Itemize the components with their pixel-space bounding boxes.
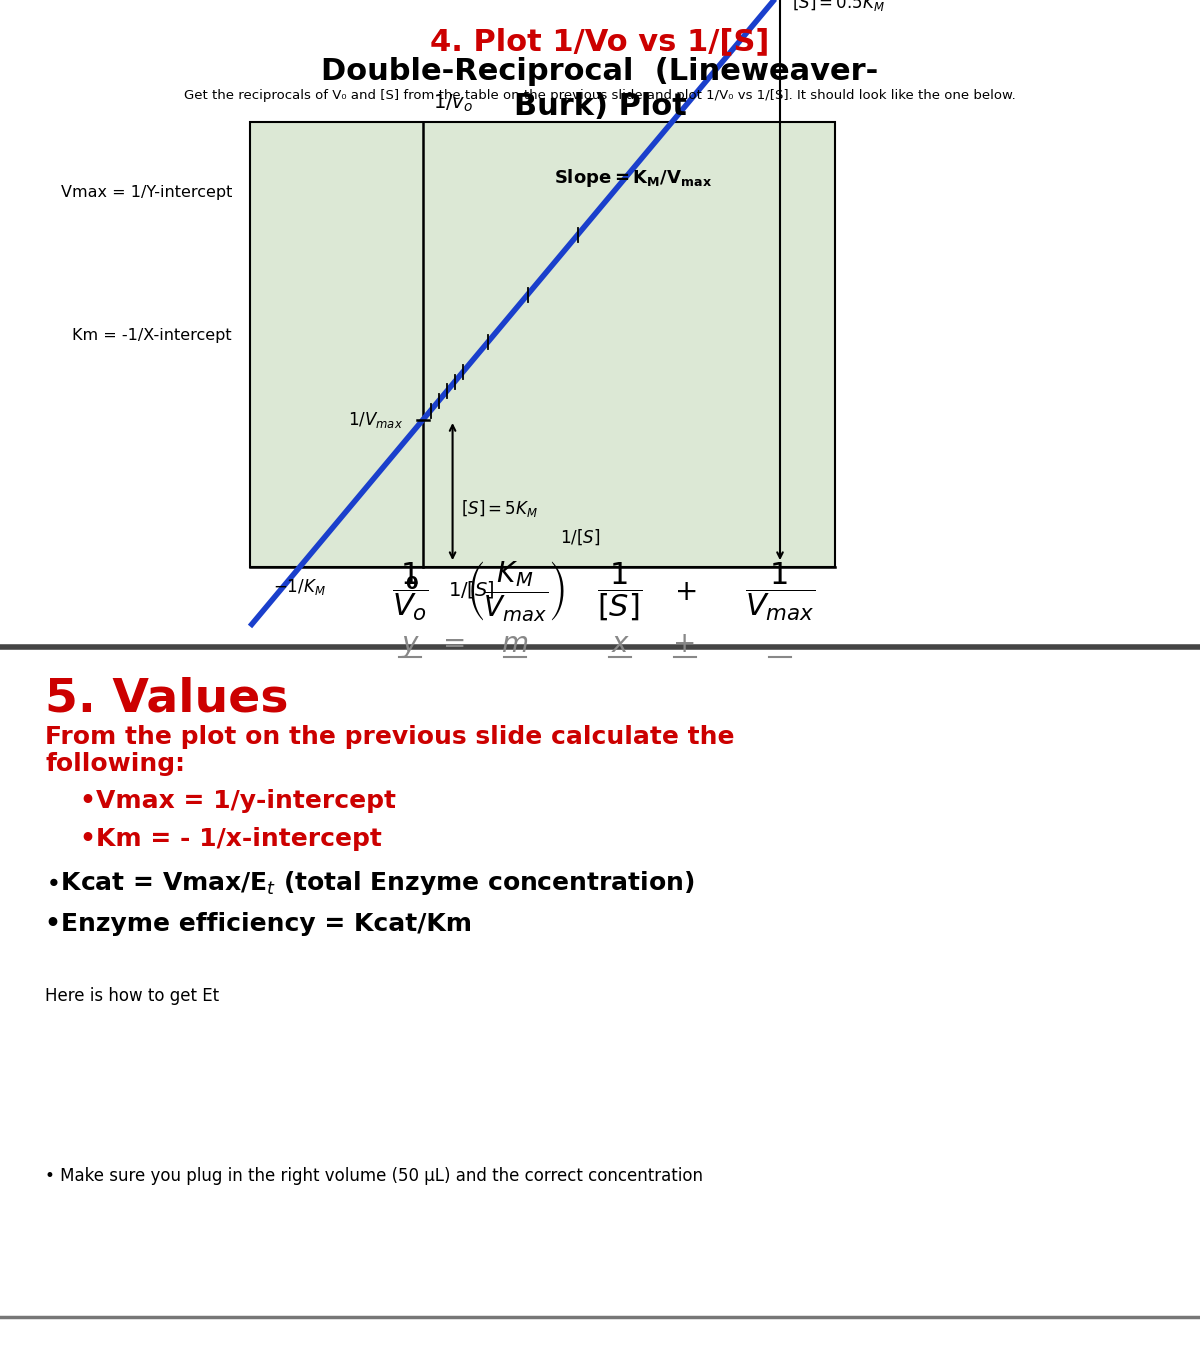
Text: • Make sure you plug in the right volume (50 μL) and the correct concentration: • Make sure you plug in the right volume… (46, 1167, 703, 1185)
Text: Get the reciprocals of V₀ and [S] from the table on the previous slide and plot : Get the reciprocals of V₀ and [S] from t… (184, 90, 1016, 102)
Text: Km = -1/X-intercept: Km = -1/X-intercept (72, 328, 232, 343)
Text: y: y (402, 630, 418, 658)
Text: 0: 0 (406, 575, 418, 593)
Text: $\bullet$Kcat = Vmax/E$_t$ (total Enzyme concentration): $\bullet$Kcat = Vmax/E$_t$ (total Enzyme… (46, 868, 695, 897)
Text: 5. Values: 5. Values (46, 677, 288, 722)
Text: $\dfrac{1}{[S]}$: $\dfrac{1}{[S]}$ (598, 560, 642, 623)
Bar (250, 122, 835, 567)
Text: Double-Reciprocal  (Lineweaver-: Double-Reciprocal (Lineweaver- (322, 57, 878, 85)
Text: $1/v_o$: $1/v_o$ (432, 92, 473, 114)
Text: $1/[S]$: $1/[S]$ (560, 528, 600, 547)
Text: $\dfrac{1}{V_{max}}$: $\dfrac{1}{V_{max}}$ (745, 560, 815, 623)
Text: Here is how to get Et: Here is how to get Et (46, 987, 220, 1006)
Text: $+$: $+$ (674, 578, 696, 607)
Text: m: m (502, 630, 528, 658)
Text: $-1/K_M$: $-1/K_M$ (274, 577, 326, 597)
Text: Burk) Plot: Burk) Plot (514, 92, 686, 121)
Text: •Enzyme efficiency = Kcat/Km: •Enzyme efficiency = Kcat/Km (46, 912, 472, 936)
Text: $\left(\dfrac{K_M}{V_{max}}\right)$: $\left(\dfrac{K_M}{V_{max}}\right)$ (466, 560, 564, 624)
Text: $[S] = 5K_M$: $[S] = 5K_M$ (461, 498, 538, 520)
Text: Vmax = 1/Y-intercept: Vmax = 1/Y-intercept (61, 185, 232, 199)
Text: $[S] = 0.5K_M$: $[S] = 0.5K_M$ (792, 0, 884, 14)
Text: =: = (443, 630, 467, 658)
Text: 4. Plot 1/Vo vs 1/[S]: 4. Plot 1/Vo vs 1/[S] (431, 27, 769, 56)
Text: $\mathbf{Slope = K_M/V_{max}}$: $\mathbf{Slope = K_M/V_{max}}$ (554, 167, 713, 189)
Text: x: x (612, 630, 628, 658)
Text: •Vmax = 1/y-intercept: •Vmax = 1/y-intercept (80, 788, 396, 813)
Text: $1/V_{max}$: $1/V_{max}$ (348, 410, 402, 430)
Text: +: + (673, 630, 697, 658)
Text: From the plot on the previous slide calculate the: From the plot on the previous slide calc… (46, 725, 734, 749)
Text: following:: following: (46, 752, 185, 776)
Text: •Km = - 1/x-intercept: •Km = - 1/x-intercept (80, 826, 382, 851)
Text: $1/[S]$: $1/[S]$ (448, 579, 494, 600)
Text: $\dfrac{1}{V_o}$: $\dfrac{1}{V_o}$ (391, 560, 428, 623)
